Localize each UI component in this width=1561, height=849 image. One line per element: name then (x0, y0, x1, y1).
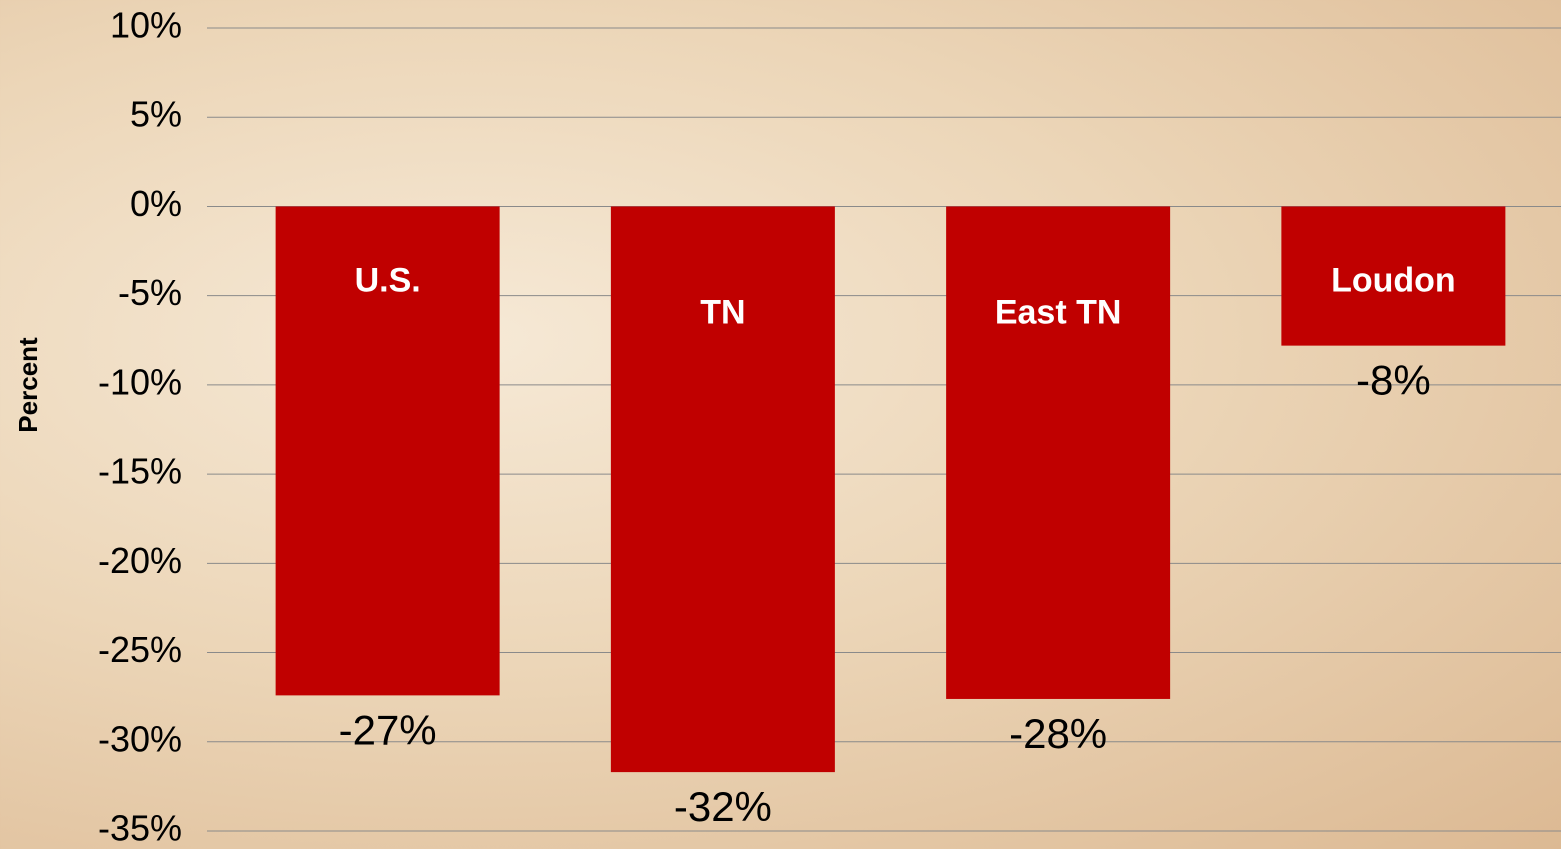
y-tick-label: -35% (98, 808, 182, 849)
y-tick-label: -30% (98, 718, 182, 759)
y-tick-label: 0% (130, 183, 182, 224)
value-label: -32% (674, 783, 772, 830)
bar (946, 206, 1170, 699)
category-label: TN (700, 293, 745, 331)
value-label: -28% (1009, 710, 1107, 757)
y-tick-label: -20% (98, 540, 182, 581)
y-tick-label: -25% (98, 629, 182, 670)
category-label: East TN (995, 293, 1122, 331)
value-label: -8% (1356, 357, 1431, 404)
bar (611, 206, 835, 772)
value-label: -27% (339, 706, 437, 753)
y-axis-label: Percent (13, 337, 43, 433)
y-tick-label: 10% (110, 5, 182, 46)
y-tick-label: -15% (98, 451, 182, 492)
y-tick-label: -10% (98, 361, 182, 402)
category-label: U.S. (355, 261, 421, 299)
chart: Percent -35% -30% -25% -20% -15% -10% -5% 0% 5% 1… (0, 0, 1561, 849)
y-tick-label: 5% (130, 94, 182, 135)
y-tick-label: -5% (118, 272, 182, 313)
category-label: Loudon (1331, 261, 1456, 299)
page: Percent -35% -30% -25% -20% -15% -10% -5% 0% 5% 1… (0, 0, 1561, 849)
